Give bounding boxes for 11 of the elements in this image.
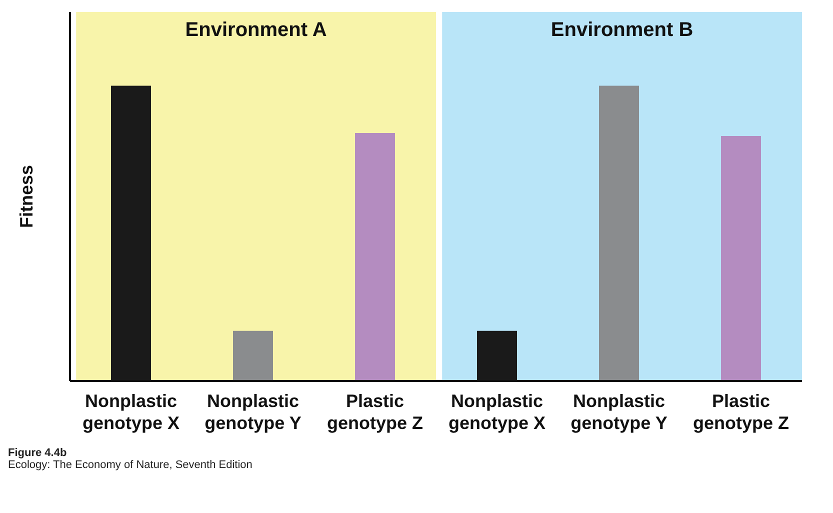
band-label: Environment B bbox=[550, 19, 694, 42]
x-tick-label: Plastic genotype Z bbox=[692, 391, 790, 433]
y-axis-title: Fitness bbox=[16, 164, 36, 228]
x-tick-label: Nonplastic genotype Y bbox=[570, 391, 668, 433]
caption: Figure 4.4b bbox=[8, 447, 68, 459]
x-tick-label: Plastic genotype Z bbox=[326, 391, 424, 433]
x-tick-label: Nonplastic genotype X bbox=[82, 391, 180, 433]
band-label: Environment A bbox=[185, 19, 327, 42]
text: Ecology: The Economy of Nature, Seventh Edition bbox=[8, 459, 254, 471]
x-tick-label: Nonplastic genotype X bbox=[448, 391, 546, 433]
x-tick-label: Nonplastic genotype Y bbox=[204, 391, 302, 433]
